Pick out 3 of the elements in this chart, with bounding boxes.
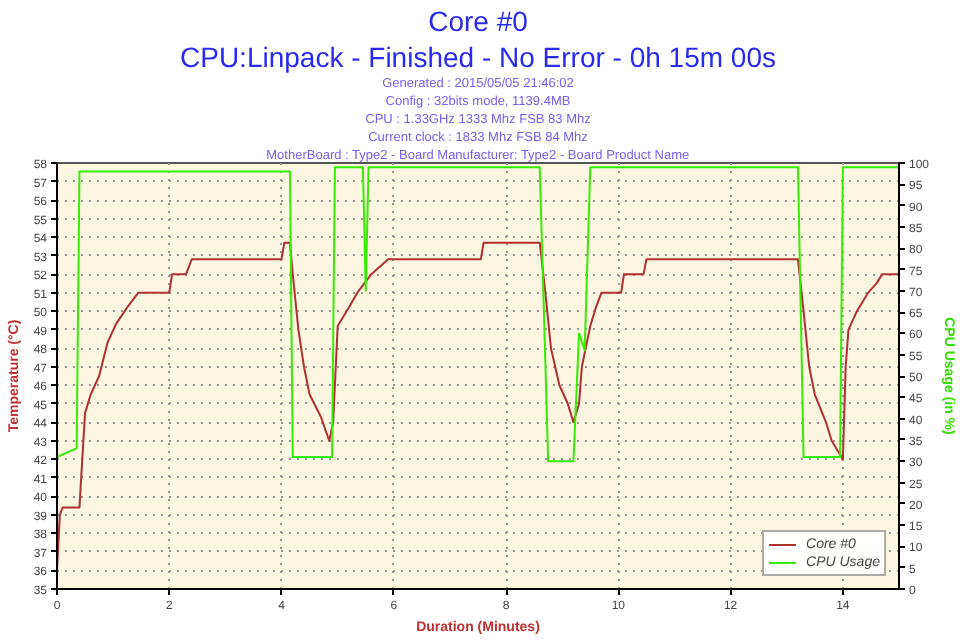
chart-subtitle: CPU:Linpack - Finished - No Error - 0h 15m 00s (180, 41, 776, 73)
line-series (57, 166, 899, 463)
chart-title: Core #0 (428, 5, 529, 37)
